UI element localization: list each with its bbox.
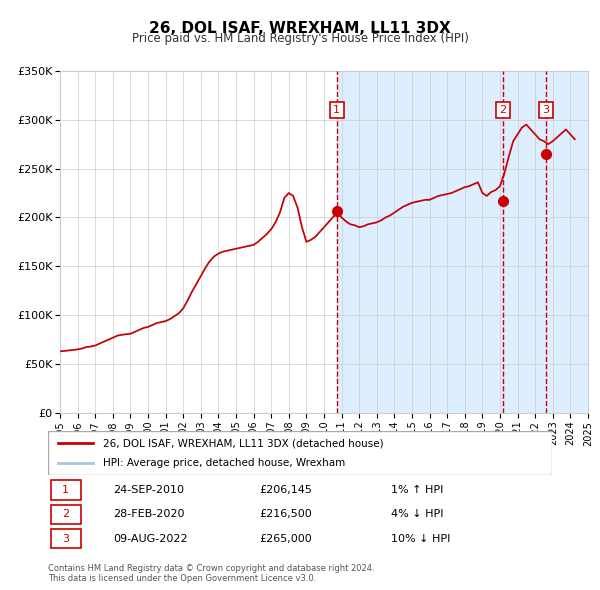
Text: 10% ↓ HPI: 10% ↓ HPI	[391, 534, 450, 544]
Text: 24-SEP-2010: 24-SEP-2010	[113, 485, 185, 495]
Text: 2: 2	[62, 509, 69, 519]
FancyBboxPatch shape	[50, 480, 81, 500]
Text: 3: 3	[62, 534, 69, 544]
Text: 2: 2	[499, 105, 506, 115]
FancyBboxPatch shape	[48, 431, 552, 475]
Text: 28-FEB-2020: 28-FEB-2020	[113, 509, 185, 519]
FancyBboxPatch shape	[50, 529, 81, 548]
Bar	[337, 71, 588, 413]
Text: 26, DOL ISAF, WREXHAM, LL11 3DX (detached house): 26, DOL ISAF, WREXHAM, LL11 3DX (detache…	[103, 438, 384, 448]
Text: 1% ↑ HPI: 1% ↑ HPI	[391, 485, 443, 495]
Text: 26, DOL ISAF, WREXHAM, LL11 3DX: 26, DOL ISAF, WREXHAM, LL11 3DX	[149, 21, 451, 35]
Text: 1: 1	[62, 485, 69, 495]
Text: £265,000: £265,000	[260, 534, 313, 544]
Text: 1: 1	[334, 105, 340, 115]
Text: 3: 3	[542, 105, 549, 115]
FancyBboxPatch shape	[50, 505, 81, 524]
Text: 4% ↓ HPI: 4% ↓ HPI	[391, 509, 443, 519]
Text: 09-AUG-2022: 09-AUG-2022	[113, 534, 188, 544]
Text: Price paid vs. HM Land Registry's House Price Index (HPI): Price paid vs. HM Land Registry's House …	[131, 32, 469, 45]
Text: Contains HM Land Registry data © Crown copyright and database right 2024.
This d: Contains HM Land Registry data © Crown c…	[48, 563, 374, 583]
Text: £216,500: £216,500	[260, 509, 313, 519]
Text: HPI: Average price, detached house, Wrexham: HPI: Average price, detached house, Wrex…	[103, 458, 346, 467]
Text: £206,145: £206,145	[260, 485, 313, 495]
